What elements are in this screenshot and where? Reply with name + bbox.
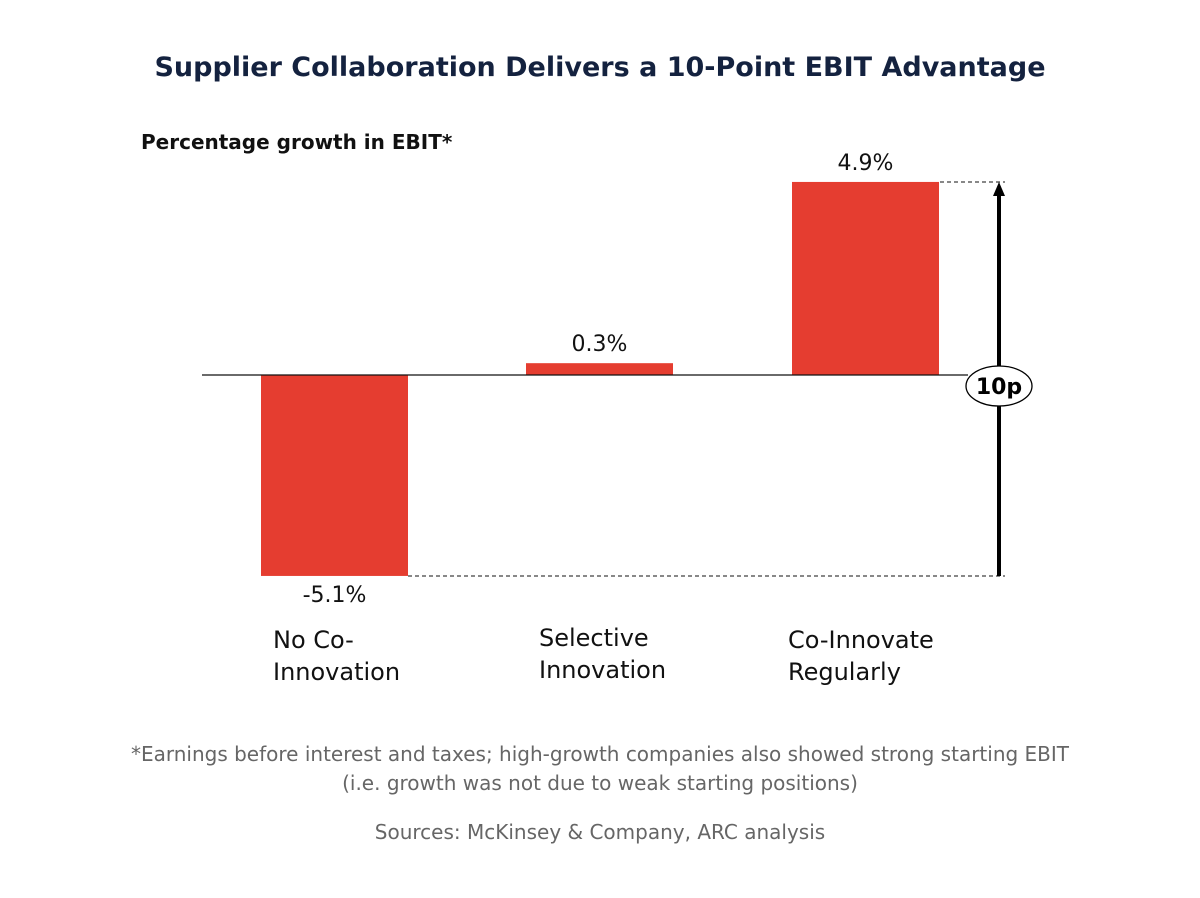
difference-label: 10p (976, 375, 1022, 400)
footnote-line-2: (i.e. growth was not due to weak startin… (342, 771, 858, 795)
arrow-head-icon (993, 181, 1005, 196)
chart-title: Supplier Collaboration Delivers a 10-Poi… (154, 52, 1046, 83)
data-label: 4.9% (838, 151, 894, 176)
category-label: No Co- Innovation (273, 626, 401, 686)
category-label: Co-Innovate Regularly (788, 626, 934, 686)
data-label: 0.3% (572, 332, 628, 357)
bar (261, 375, 408, 576)
data-label: -5.1% (303, 583, 367, 608)
difference-badge (965, 365, 1033, 407)
footnote-line-1: *Earnings before interest and taxes; hig… (130, 742, 1070, 766)
category-label: Selective Innovation (539, 624, 667, 684)
bar (526, 363, 673, 375)
y-axis-label: Percentage growth in EBIT* (141, 130, 453, 154)
sources: Sources: McKinsey & Company, ARC analysi… (374, 820, 826, 844)
bar (792, 181, 939, 375)
